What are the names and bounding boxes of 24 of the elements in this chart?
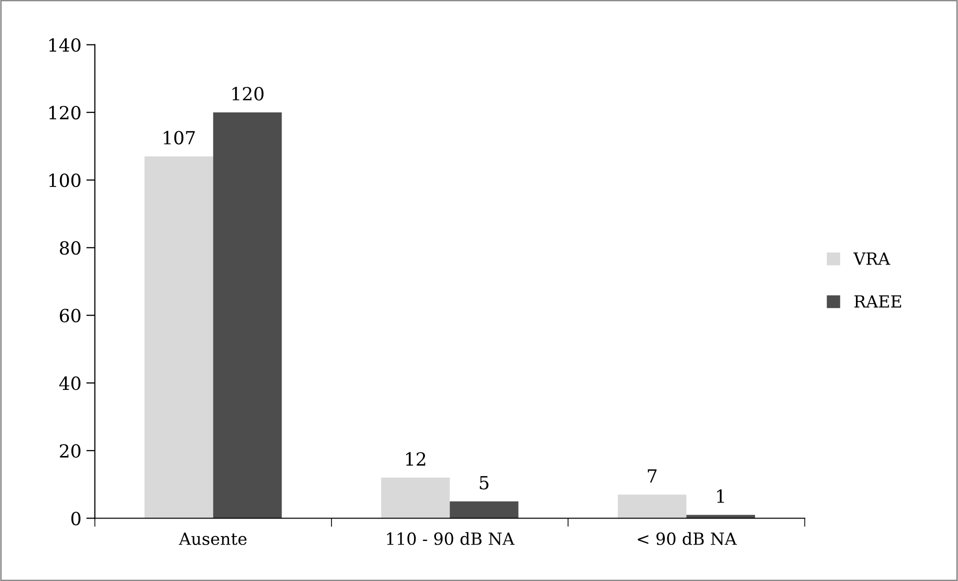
data-label: 12 (406, 452, 426, 466)
y-tick-label: 80 (60, 241, 80, 255)
data-label: 5 (480, 476, 488, 490)
data-label: 1 (717, 489, 724, 503)
y-tick-label: 120 (49, 106, 80, 120)
y-tick-label: 0 (71, 512, 80, 526)
y-tick-label: 100 (49, 173, 80, 188)
data-label: 107 (164, 130, 195, 145)
bar (381, 478, 450, 518)
y-tick-label: 140 (49, 38, 80, 52)
data-label: 120 (232, 86, 264, 101)
x-tick-label: < 90 dB NA (638, 532, 737, 546)
y-tick-label: 20 (60, 444, 80, 458)
y-tick-label: 40 (59, 376, 80, 390)
x-tick-label: 110 - 90 dB NA (387, 532, 515, 546)
bar (144, 156, 214, 518)
legend-label: RAEE (854, 295, 902, 308)
legend-label: VRA (853, 252, 890, 265)
x-tick-label: Ausente (178, 532, 247, 546)
data-label: 7 (648, 469, 657, 482)
bar (213, 112, 282, 518)
bar (618, 494, 686, 518)
bar (450, 501, 518, 518)
y-tick-label: 60 (60, 308, 80, 322)
